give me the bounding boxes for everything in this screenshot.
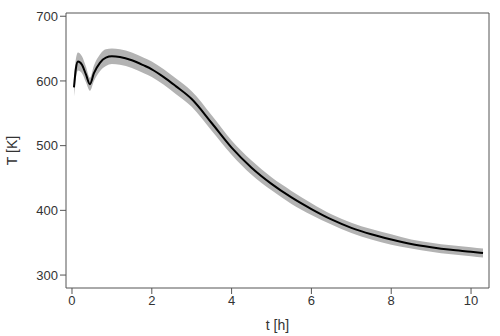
svg-text:500: 500 xyxy=(36,138,58,153)
svg-text:6: 6 xyxy=(308,293,315,308)
svg-text:10: 10 xyxy=(464,293,478,308)
svg-text:0: 0 xyxy=(68,293,75,308)
svg-text:400: 400 xyxy=(36,203,58,218)
svg-text:T [K]: T [K] xyxy=(8,136,20,165)
svg-text:4: 4 xyxy=(228,293,235,308)
svg-text:600: 600 xyxy=(36,74,58,89)
svg-text:t [h]: t [h] xyxy=(266,317,289,333)
svg-text:8: 8 xyxy=(388,293,395,308)
svg-text:2: 2 xyxy=(148,293,155,308)
svg-text:700: 700 xyxy=(36,9,58,24)
svg-text:300: 300 xyxy=(36,268,58,283)
